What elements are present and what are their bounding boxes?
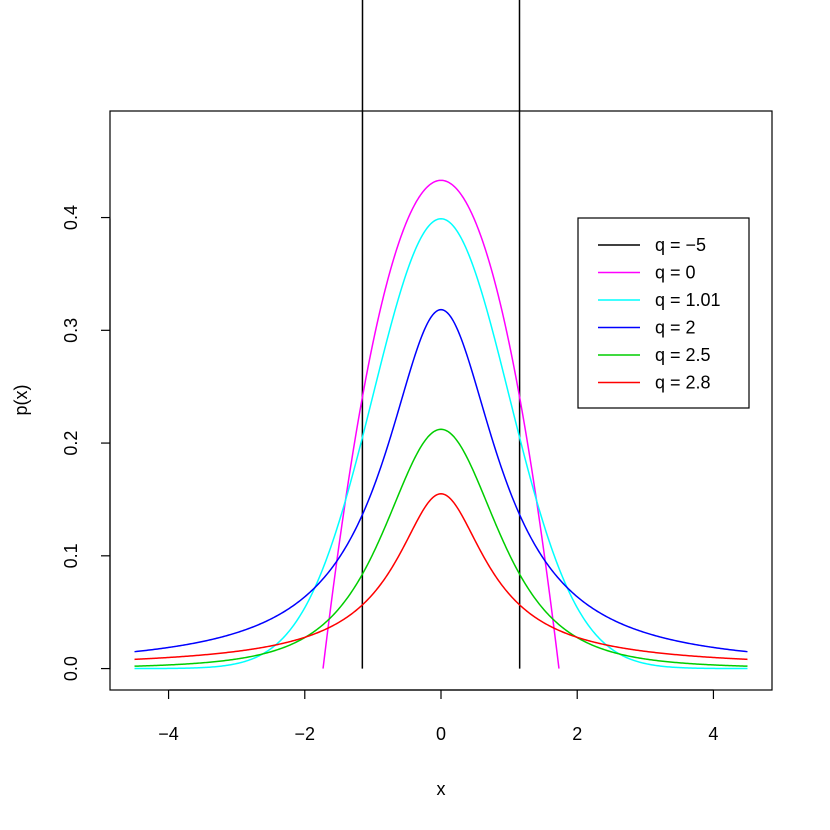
series-line-q-2-8 [134,493,748,661]
y-tick-label: 0.4 [61,205,81,230]
legend-box [577,217,750,409]
y-tick-label: 0.1 [61,543,81,568]
y-axis: 0.0 0.1 0.2 0.3 0.4 [61,205,111,681]
series-layer [134,0,748,670]
series-line-q-2 [134,308,748,653]
x-tick-label: 0 [436,724,446,744]
legend-label: q = 2.8 [655,373,711,393]
x-tick-label: 4 [708,724,718,744]
x-tick-label: −4 [158,724,179,744]
y-tick-label: 0.2 [61,431,81,456]
series-line-q-2-5 [134,428,748,667]
legend: q = −5 q = 0 q = 1.01 q = 2 q = 2.5 q = 2.8 [577,217,750,409]
y-tick-label: 0.3 [61,318,81,343]
legend-items: q = −5 q = 0 q = 1.01 q = 2 q = 2.5 q = 2.8 [598,235,721,393]
x-axis-title: x [437,779,446,799]
legend-label: q = 2 [655,318,696,338]
legend-label: q = 0 [655,263,696,283]
x-tick-label: 2 [572,724,582,744]
series-line-q-0 [322,179,560,669]
legend-label: q = −5 [655,235,706,255]
legend-label: q = 2.5 [655,345,711,365]
legend-label: q = 1.01 [655,290,721,310]
x-axis: −4 −2 0 2 4 [158,689,718,744]
series-line-q-1-01 [134,218,748,670]
y-axis-title: p(x) [11,385,31,416]
x-tick-label: −2 [295,724,316,744]
y-tick-label: 0.0 [61,656,81,681]
